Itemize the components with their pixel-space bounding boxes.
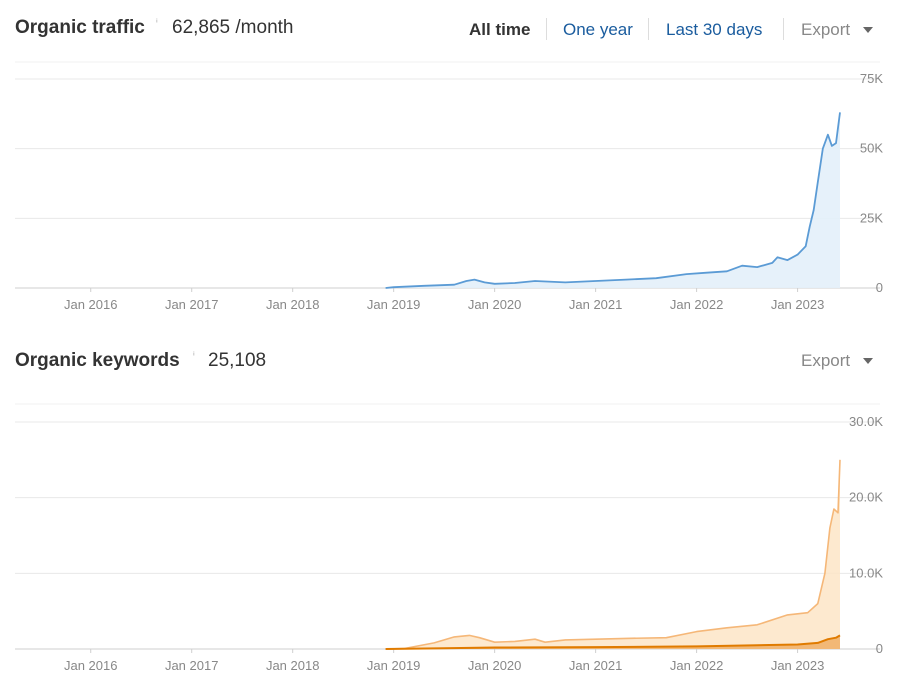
chevron-down-icon[interactable] [863, 358, 873, 364]
x-tick-label: Jan 2023 [771, 297, 825, 312]
x-tick-label: Jan 2022 [670, 297, 724, 312]
range-all-time[interactable]: All time [469, 20, 531, 39]
series-line [385, 634, 841, 650]
keywords-panel-header: Organic keywords ⁱ 25,108 Export [0, 346, 904, 386]
range-divider [648, 18, 649, 40]
x-tick-label: Jan 2023 [771, 658, 825, 673]
x-tick-label: Jan 2021 [569, 658, 623, 673]
keywords-export-button[interactable]: Export [801, 351, 851, 370]
range-last-30-days[interactable]: Last 30 days [666, 20, 763, 39]
range-divider [546, 18, 547, 40]
x-tick-label: Jan 2017 [165, 658, 219, 673]
y-tick-label: 50K [860, 141, 883, 156]
keywords-title: Organic keywords [15, 350, 180, 371]
x-tick-label: Jan 2018 [266, 297, 320, 312]
x-tick-label: Jan 2020 [468, 658, 522, 673]
traffic-value: 62,865 /month [172, 17, 294, 38]
series-area [385, 112, 840, 289]
info-icon[interactable]: ⁱ [193, 351, 195, 362]
series-line [385, 459, 841, 650]
y-tick-label: 0 [876, 641, 883, 656]
series-line [385, 112, 841, 289]
y-tick-label: 20.0K [849, 490, 883, 505]
traffic-panel-header: Organic traffic ⁱ 62,865 /month All time… [0, 14, 904, 54]
info-icon[interactable]: ⁱ [156, 18, 158, 29]
x-tick-label: Jan 2017 [165, 297, 219, 312]
x-tick-label: Jan 2016 [64, 658, 118, 673]
x-tick-label: Jan 2022 [670, 658, 724, 673]
y-tick-label: 30.0K [849, 414, 883, 429]
series-area [385, 459, 840, 649]
traffic-export-button[interactable]: Export [801, 20, 851, 39]
x-tick-label: Jan 2019 [367, 297, 421, 312]
x-tick-label: Jan 2018 [266, 658, 320, 673]
x-tick-label: Jan 2020 [468, 297, 522, 312]
y-tick-label: 10.0K [849, 565, 883, 580]
traffic-title: Organic traffic [15, 17, 145, 38]
keywords-value: 25,108 [208, 350, 267, 371]
y-tick-label: 25K [860, 210, 883, 225]
y-tick-label: 75K [860, 71, 883, 86]
series-area [385, 635, 840, 649]
range-one-year[interactable]: One year [563, 20, 633, 39]
range-divider [783, 18, 784, 40]
traffic-chart: 75K 50K 25K 0 Jan 2016 Jan 2017 Jan 2018 Jan 20… [15, 61, 883, 312]
x-tick-label: Jan 2019 [367, 658, 421, 673]
x-tick-label: Jan 2021 [569, 297, 623, 312]
x-tick-label: Jan 2016 [64, 297, 118, 312]
chevron-down-icon[interactable] [863, 27, 873, 33]
y-tick-label: 0 [876, 280, 883, 295]
keywords-chart: 30.0K 20.0K 10.0K 0 Jan 2016 Jan 2017 Jan 2018… [15, 403, 883, 673]
